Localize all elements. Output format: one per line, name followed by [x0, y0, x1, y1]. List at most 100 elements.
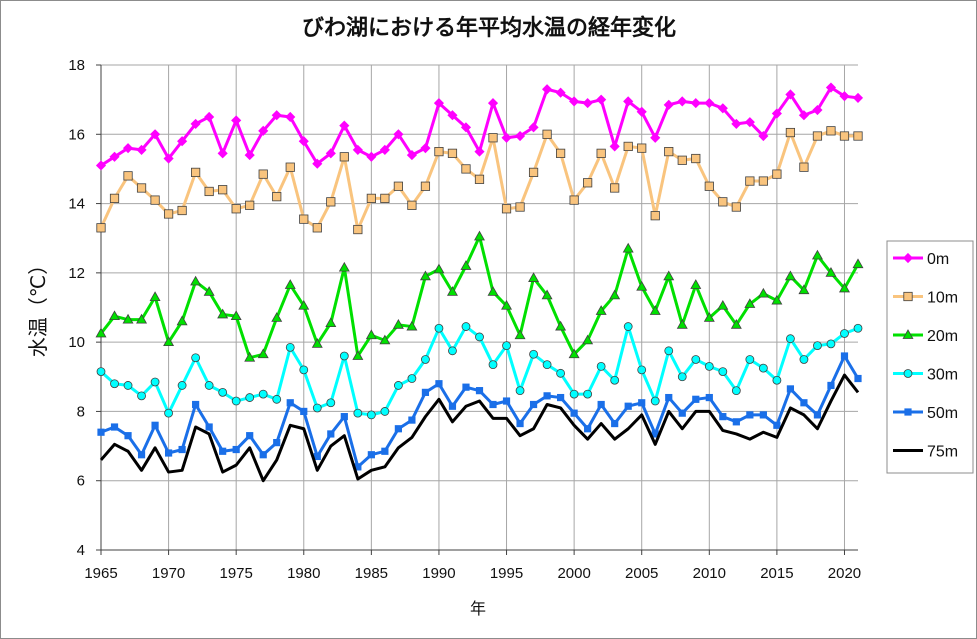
- data-point-50m: [151, 421, 159, 429]
- y-tick-label: 4: [77, 542, 85, 559]
- data-point-0m: [569, 96, 580, 107]
- data-point-30m: [421, 355, 430, 364]
- legend-marker-30m: [903, 369, 913, 378]
- data-point-50m: [692, 395, 700, 403]
- data-point-50m: [381, 447, 389, 455]
- data-point-30m: [623, 322, 633, 331]
- data-point-10m: [583, 178, 593, 188]
- data-point-10m: [731, 202, 741, 212]
- data-point-20m: [771, 294, 783, 305]
- data-point-30m: [272, 394, 282, 404]
- data-point-0m: [406, 150, 417, 161]
- data-point-20m: [338, 261, 350, 272]
- data-point-30m: [258, 389, 268, 399]
- data-point-50m: [164, 449, 173, 457]
- data-point-20m: [582, 334, 594, 345]
- data-point-20m: [136, 313, 148, 324]
- data-point-50m: [137, 451, 146, 459]
- x-tick-label: 2015: [760, 565, 793, 582]
- x-tick-label: 2005: [625, 565, 658, 582]
- data-point-20m: [730, 319, 742, 329]
- data-point-30m: [691, 355, 701, 364]
- data-point-50m: [759, 411, 767, 419]
- data-point-0m: [420, 143, 431, 154]
- data-point-30m: [245, 393, 255, 402]
- data-point-20m: [541, 289, 553, 300]
- data-point-10m: [596, 148, 606, 158]
- data-point-10m: [569, 195, 579, 205]
- data-point-30m: [231, 396, 241, 406]
- data-point-0m: [744, 117, 755, 128]
- data-point-10m: [718, 197, 728, 207]
- data-point-10m: [150, 195, 160, 205]
- data-point-30m: [596, 361, 606, 371]
- data-point-30m: [502, 341, 511, 351]
- data-point-30m: [650, 396, 660, 406]
- data-point-0m: [623, 96, 634, 107]
- data-point-0m: [231, 115, 242, 126]
- data-point-20m: [501, 299, 513, 310]
- data-point-10m: [704, 181, 714, 191]
- y-tick-label: 14: [68, 196, 85, 213]
- data-point-0m: [285, 111, 296, 123]
- legend-label-75m: 75m: [927, 444, 958, 461]
- data-point-30m: [556, 368, 566, 378]
- data-point-30m: [312, 403, 322, 413]
- data-point-20m: [744, 298, 756, 308]
- data-point-20m: [609, 289, 621, 300]
- data-point-20m: [190, 275, 202, 286]
- chart-title: びわ湖における年平均水温の経年変化: [302, 15, 676, 41]
- data-point-10m: [556, 148, 566, 158]
- data-point-20m: [298, 299, 310, 310]
- data-point-10m: [326, 197, 336, 207]
- data-point-10m: [245, 200, 255, 210]
- data-point-20m: [825, 267, 837, 277]
- data-point-20m: [365, 329, 377, 340]
- data-point-10m: [664, 147, 674, 157]
- legend-marker-50m: [904, 408, 912, 416]
- data-point-0m: [244, 150, 255, 161]
- data-point-20m: [217, 308, 229, 319]
- data-point-10m: [839, 131, 850, 141]
- data-point-10m: [380, 193, 390, 203]
- data-point-20m: [460, 260, 472, 270]
- data-point-30m: [475, 332, 484, 342]
- data-point-50m: [570, 409, 578, 417]
- data-point-0m: [717, 103, 728, 114]
- data-point-50m: [259, 451, 267, 459]
- data-point-0m: [258, 125, 269, 136]
- y-axis-label: 水温（℃）: [26, 255, 50, 357]
- x-tick-label: 1980: [287, 565, 320, 582]
- data-point-20m: [636, 280, 648, 291]
- data-point-10m: [177, 205, 187, 216]
- data-point-0m: [366, 151, 377, 162]
- x-tick-label: 1995: [490, 565, 523, 582]
- data-point-30m: [542, 360, 552, 370]
- data-point-30m: [583, 389, 593, 399]
- data-point-0m: [785, 89, 796, 100]
- data-point-30m: [745, 355, 755, 364]
- series-line-75m: [99, 373, 860, 483]
- data-point-50m: [124, 432, 132, 440]
- data-point-20m: [717, 299, 729, 310]
- legend-label-10m: 10m: [927, 290, 958, 307]
- data-point-30m: [123, 381, 133, 390]
- data-point-50m: [462, 383, 470, 391]
- data-point-0m: [177, 136, 188, 147]
- x-tick-label: 1975: [219, 565, 252, 582]
- y-tick-label: 16: [68, 126, 85, 143]
- data-point-30m: [110, 379, 119, 389]
- data-point-30m: [488, 360, 498, 370]
- data-point-50m: [246, 432, 254, 440]
- data-point-20m: [757, 287, 769, 298]
- data-point-0m: [95, 160, 107, 171]
- data-point-30m: [813, 341, 822, 351]
- data-point-0m: [109, 151, 120, 162]
- data-point-30m: [677, 372, 687, 382]
- data-point-50m: [192, 400, 200, 409]
- y-tick-label: 10: [68, 334, 85, 351]
- data-point-10m: [136, 183, 147, 193]
- data-point-30m: [786, 334, 795, 344]
- data-point-0m: [825, 82, 837, 93]
- data-point-50m: [273, 439, 281, 447]
